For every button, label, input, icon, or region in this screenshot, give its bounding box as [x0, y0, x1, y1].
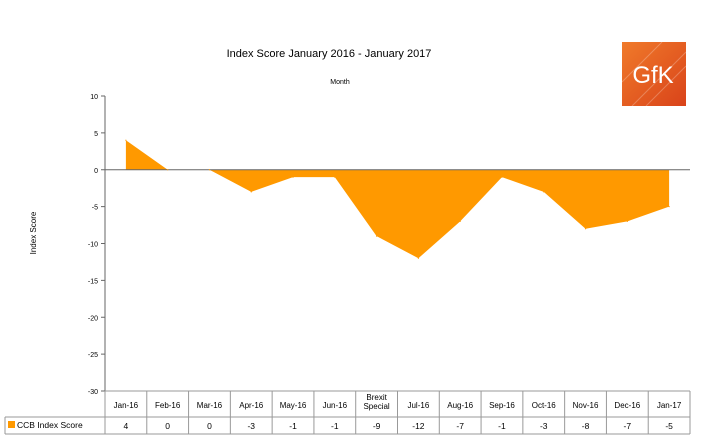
legend-swatch — [8, 421, 15, 428]
data-label: 0 — [165, 421, 170, 431]
data-label: -3 — [540, 421, 548, 431]
area-series-ccb-index-score — [125, 140, 670, 259]
y-tick-label: 10 — [90, 94, 98, 101]
data-label: -3 — [247, 421, 255, 431]
y-tick-label: 5 — [94, 131, 98, 138]
y-axis-label: Index Score — [29, 211, 38, 254]
data-point — [417, 257, 419, 259]
chart-subtitle: Month — [330, 79, 350, 86]
data-point — [167, 169, 169, 171]
x-tick-label: Jan-16 — [114, 401, 139, 410]
x-tick-label: Jan-17 — [657, 401, 682, 410]
data-label: -8 — [582, 421, 590, 431]
x-tick-label: Jun-16 — [323, 401, 348, 410]
data-label: -5 — [665, 421, 673, 431]
gfk-logo: GfK — [621, 41, 687, 107]
data-point — [376, 235, 378, 237]
x-tick-label: Oct-16 — [532, 401, 557, 410]
data-label: 4 — [124, 421, 129, 431]
data-point — [292, 176, 294, 178]
data-point — [125, 139, 127, 141]
y-tick-label: 0 — [94, 168, 98, 175]
y-tick-label: -20 — [88, 315, 98, 322]
x-tick-label: Sep-16 — [489, 401, 515, 410]
data-label: -1 — [289, 421, 297, 431]
data-label: 0 — [207, 421, 212, 431]
x-tick-label: Jul-16 — [407, 401, 429, 410]
data-point — [501, 176, 503, 178]
data-point — [626, 220, 628, 222]
logo-text: GfK — [632, 62, 673, 89]
y-tick-label: -15 — [88, 278, 98, 285]
data-point — [459, 220, 461, 222]
plot-area: 10 5 0 -5 -10 -15 -20 -25 -30 — [88, 94, 690, 396]
chart-title: Index Score January 2016 - January 2017 — [227, 48, 432, 60]
x-tick-label: Brexit Special — [363, 393, 389, 411]
data-point — [668, 206, 670, 208]
y-tick-label: -25 — [88, 352, 98, 359]
y-tick-label: -5 — [92, 205, 98, 212]
data-point — [250, 191, 252, 193]
x-tick-label: May-16 — [280, 401, 307, 410]
data-label: -7 — [624, 421, 632, 431]
y-tick-label: -30 — [88, 389, 98, 396]
data-label: -9 — [373, 421, 381, 431]
y-tick-label: -10 — [88, 242, 98, 249]
x-tick-label: Dec-16 — [614, 401, 640, 410]
data-point — [208, 169, 211, 171]
data-label: -12 — [412, 421, 425, 431]
x-tick-label: Apr-16 — [239, 401, 264, 410]
data-point — [584, 228, 587, 230]
x-tick-label: Nov-16 — [573, 401, 599, 410]
x-tick-label: Mar-16 — [197, 401, 223, 410]
data-table: Jan-16 Feb-16 Mar-16 Apr-16 May-16 Jun-16 Brex… — [4, 390, 691, 435]
data-point — [334, 176, 336, 178]
x-tick-label: Aug-16 — [447, 401, 473, 410]
data-label: -1 — [331, 421, 339, 431]
data-point — [543, 191, 545, 193]
data-label: -7 — [456, 421, 464, 431]
x-tick-label: Feb-16 — [155, 401, 181, 410]
legend-label: CCB Index Score — [17, 420, 83, 430]
data-label: -1 — [498, 421, 506, 431]
